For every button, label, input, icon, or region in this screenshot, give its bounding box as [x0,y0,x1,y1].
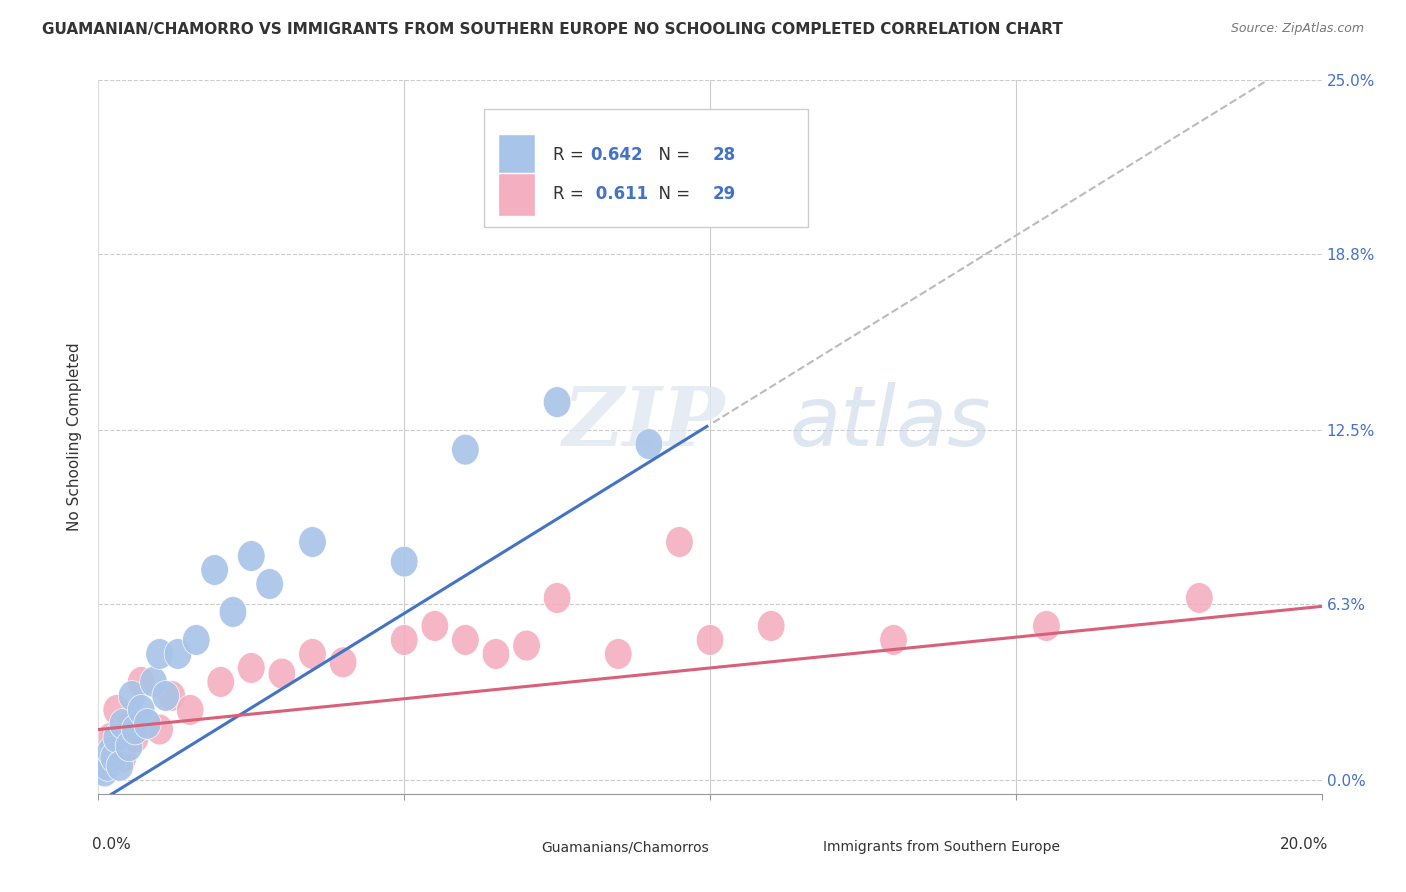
Ellipse shape [94,750,121,781]
Ellipse shape [100,742,128,772]
Text: Source: ZipAtlas.com: Source: ZipAtlas.com [1230,22,1364,36]
Ellipse shape [298,639,326,669]
Ellipse shape [238,653,266,683]
Ellipse shape [152,681,180,711]
Ellipse shape [256,568,284,599]
Ellipse shape [97,737,124,767]
Ellipse shape [176,695,204,725]
FancyBboxPatch shape [484,109,808,227]
Ellipse shape [91,750,118,781]
Ellipse shape [543,582,571,614]
FancyBboxPatch shape [498,173,536,216]
Text: Guamanians/Chamorros: Guamanians/Chamorros [541,840,709,855]
Ellipse shape [128,666,155,698]
Ellipse shape [118,681,146,711]
Ellipse shape [146,639,173,669]
Ellipse shape [134,708,162,739]
Text: GUAMANIAN/CHAMORRO VS IMMIGRANTS FROM SOUTHERN EUROPE NO SCHOOLING COMPLETED COR: GUAMANIAN/CHAMORRO VS IMMIGRANTS FROM SO… [42,22,1063,37]
Text: 0.0%: 0.0% [93,837,131,852]
Text: ZIP: ZIP [564,383,725,463]
Ellipse shape [1032,611,1060,641]
Ellipse shape [880,624,907,656]
Ellipse shape [97,723,124,754]
Text: N =: N = [648,186,695,203]
Ellipse shape [696,624,724,656]
Ellipse shape [451,624,479,656]
Ellipse shape [451,434,479,465]
Y-axis label: No Schooling Completed: No Schooling Completed [67,343,83,532]
FancyBboxPatch shape [502,833,529,862]
Ellipse shape [391,546,418,577]
Ellipse shape [157,681,186,711]
Ellipse shape [758,611,785,641]
Ellipse shape [391,624,418,656]
Ellipse shape [121,723,149,754]
Text: 0.611: 0.611 [591,186,648,203]
Text: N =: N = [648,146,695,164]
Text: 28: 28 [713,146,735,164]
Ellipse shape [139,666,167,698]
FancyBboxPatch shape [783,833,810,862]
Ellipse shape [329,647,357,678]
Ellipse shape [183,624,209,656]
Ellipse shape [513,630,540,661]
Ellipse shape [298,526,326,558]
Text: Immigrants from Southern Europe: Immigrants from Southern Europe [823,840,1060,855]
Ellipse shape [665,526,693,558]
Ellipse shape [103,723,131,754]
Ellipse shape [482,639,510,669]
Ellipse shape [165,639,191,669]
Ellipse shape [543,387,571,417]
Text: 29: 29 [713,186,735,203]
Ellipse shape [121,714,149,745]
Ellipse shape [201,555,228,585]
Ellipse shape [134,708,162,739]
Text: R =: R = [554,146,589,164]
Ellipse shape [269,658,295,689]
Ellipse shape [110,742,136,772]
Text: atlas: atlas [790,383,991,463]
Ellipse shape [105,750,134,781]
Text: 20.0%: 20.0% [1279,837,1327,852]
Ellipse shape [1185,582,1213,614]
Ellipse shape [115,731,143,762]
Ellipse shape [110,708,136,739]
Ellipse shape [219,597,246,627]
Ellipse shape [605,639,633,669]
Ellipse shape [727,177,755,208]
Ellipse shape [238,541,266,572]
Ellipse shape [207,666,235,698]
Text: 0.642: 0.642 [591,146,643,164]
Text: R =: R = [554,186,589,203]
Ellipse shape [420,611,449,641]
FancyBboxPatch shape [498,134,536,177]
Ellipse shape [636,429,662,459]
Ellipse shape [146,714,173,745]
Ellipse shape [128,695,155,725]
Ellipse shape [115,708,143,739]
Ellipse shape [91,756,118,787]
Ellipse shape [103,695,131,725]
